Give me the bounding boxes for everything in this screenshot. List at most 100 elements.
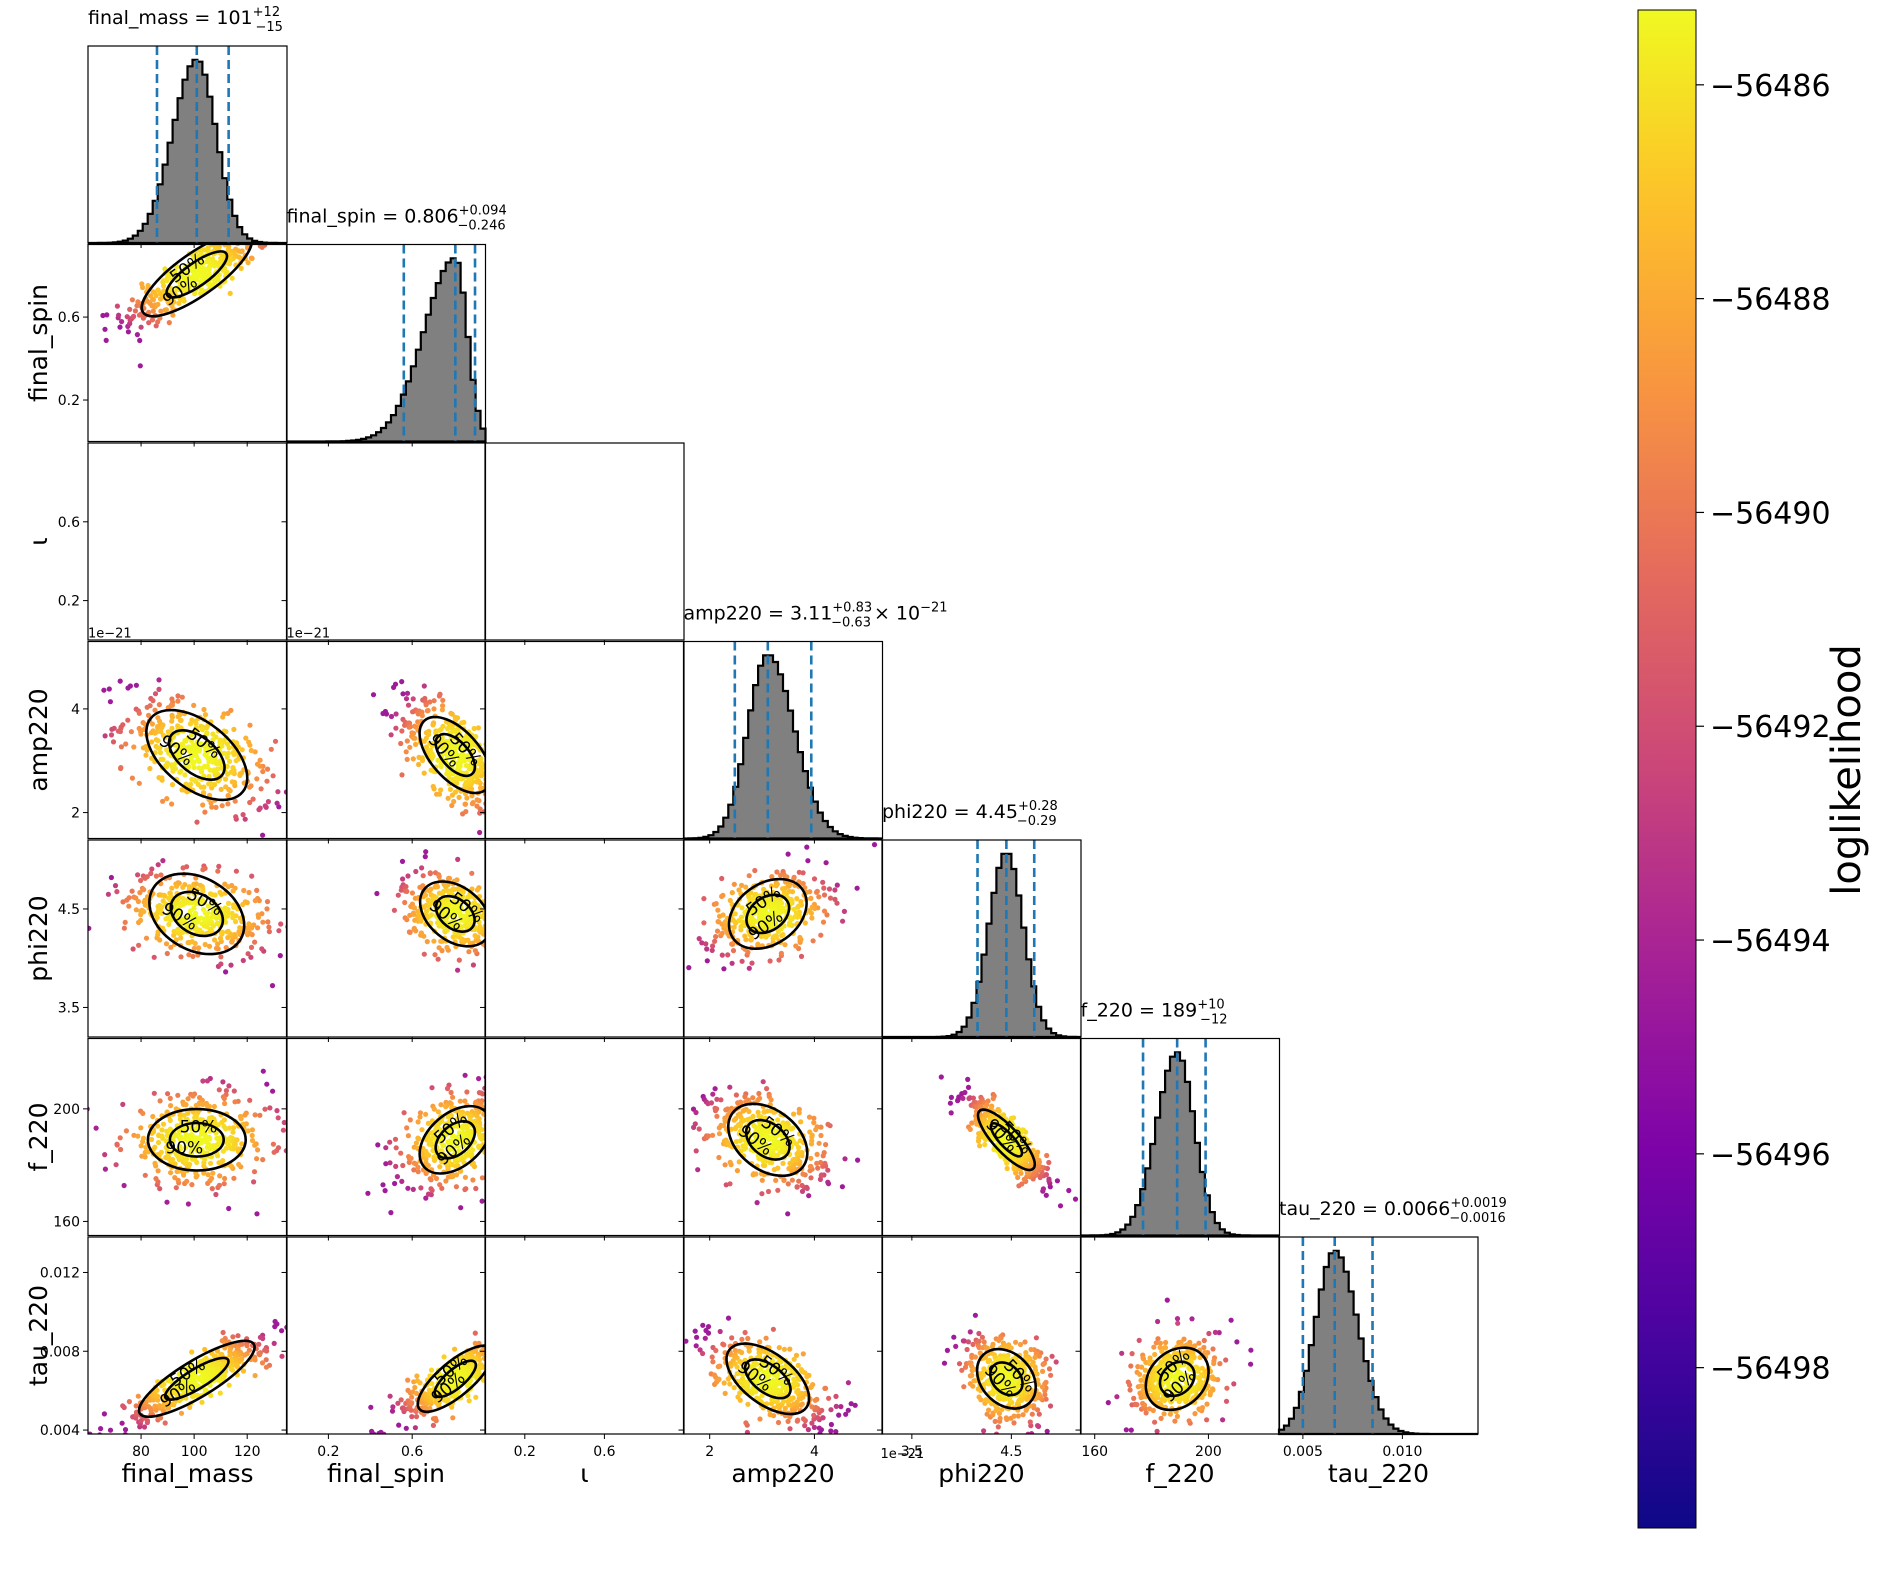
scatter-point (257, 1113, 262, 1118)
scatter-point (476, 1144, 481, 1149)
scatter-point (168, 1170, 173, 1175)
scatter-point (1044, 1153, 1049, 1158)
panel-f_220-final_spin: 50%90% (282, 1039, 527, 1241)
scatter-point (425, 939, 430, 944)
scatter-point (423, 854, 428, 859)
scatter-point (389, 732, 394, 737)
scatter-point (404, 889, 409, 894)
scatter-point (152, 955, 157, 960)
scatter-point (1055, 1178, 1060, 1183)
scatter-point (791, 1112, 796, 1117)
scatter-point (183, 1102, 188, 1107)
scatter-point (825, 1122, 830, 1127)
scatter-point (267, 1105, 272, 1110)
y-tick-label: 4 (71, 702, 80, 718)
scatter-point (509, 943, 514, 948)
scatter-point (488, 1348, 493, 1353)
scatter-point (432, 952, 437, 957)
scatter-point (473, 1331, 478, 1336)
scatter-point (228, 291, 233, 296)
scatter-point (150, 698, 155, 703)
scatter-point (840, 1184, 845, 1189)
scatter-point (153, 1176, 158, 1181)
scatter-point (497, 1312, 502, 1317)
scatter-point (260, 769, 265, 774)
scatter-point (800, 1183, 805, 1188)
scatter-point (178, 769, 183, 774)
scatter-point (164, 941, 169, 946)
scatter-point (495, 767, 500, 772)
scatter-point (500, 1115, 505, 1120)
scatter-point (475, 797, 480, 802)
scatter-point (510, 942, 515, 947)
scatter-point (413, 1425, 418, 1430)
scatter-point (492, 916, 497, 921)
scatter-point (158, 1098, 163, 1103)
scatter-point (194, 820, 199, 825)
scatter-point (492, 1122, 497, 1127)
scatter-point (480, 1199, 485, 1204)
scatter-point (451, 799, 456, 804)
scatter-point (150, 317, 155, 322)
scatter-point (398, 741, 403, 746)
scatter-point (420, 755, 425, 760)
scatter-point (77, 929, 82, 934)
scatter-point (445, 726, 450, 731)
scatter-point (189, 1349, 194, 1354)
scatter-point (210, 1171, 215, 1176)
panel-phi220-amp220: 50%90% (671, 840, 883, 1042)
scatter-point (118, 679, 123, 684)
panel-f_220-f_220: f_220 = 189+10−12 (1081, 998, 1280, 1241)
scatter-point (734, 1092, 739, 1097)
scatter-point (226, 1206, 231, 1211)
scatter-point (493, 1088, 498, 1093)
scatter-point (818, 1133, 823, 1138)
scatter-point (443, 1104, 448, 1109)
scatter-point (252, 1143, 257, 1148)
scatter-point (490, 945, 495, 950)
panel-frame (88, 443, 287, 640)
scatter-point (230, 276, 235, 281)
scatter-point (124, 1128, 129, 1133)
scatter-point (208, 1161, 213, 1166)
scatter-point (115, 1142, 120, 1147)
scatter-point (752, 868, 757, 873)
scatter-point (493, 1334, 498, 1339)
scatter-point (792, 907, 797, 912)
scatter-point (220, 1158, 225, 1163)
scatter-point (412, 926, 417, 931)
scatter-point (419, 930, 424, 935)
scatter-point (170, 782, 175, 787)
scatter-point (948, 1101, 953, 1106)
scatter-point (120, 1421, 125, 1426)
scatter-point (374, 891, 379, 896)
scatter-point (238, 771, 243, 776)
scatter-point (131, 314, 136, 319)
scatter-point (160, 858, 165, 863)
scatter-point (445, 1086, 450, 1091)
scatter-point (141, 909, 146, 914)
scatter-point (387, 1140, 392, 1145)
scatter-point (423, 1112, 428, 1117)
scatter-point (500, 911, 505, 916)
scatter-point (822, 892, 827, 897)
scatter-point (507, 1347, 512, 1352)
scatter-point (275, 789, 280, 794)
scatter-point (165, 1091, 170, 1096)
scatter-point (111, 739, 116, 744)
scatter-point (117, 325, 122, 330)
scatter-point (247, 1098, 252, 1103)
scatter-point (489, 1347, 494, 1352)
scatter-point (189, 777, 194, 782)
scatter-point (440, 707, 445, 712)
scatter-point (495, 915, 500, 920)
scatter-point (780, 932, 785, 937)
scatter-point (412, 736, 417, 741)
scatter-point (807, 1115, 812, 1120)
scatter-point (178, 954, 183, 959)
scatter-point (276, 1115, 281, 1120)
scatter-point (501, 1345, 506, 1350)
scatter-point (490, 1354, 495, 1359)
